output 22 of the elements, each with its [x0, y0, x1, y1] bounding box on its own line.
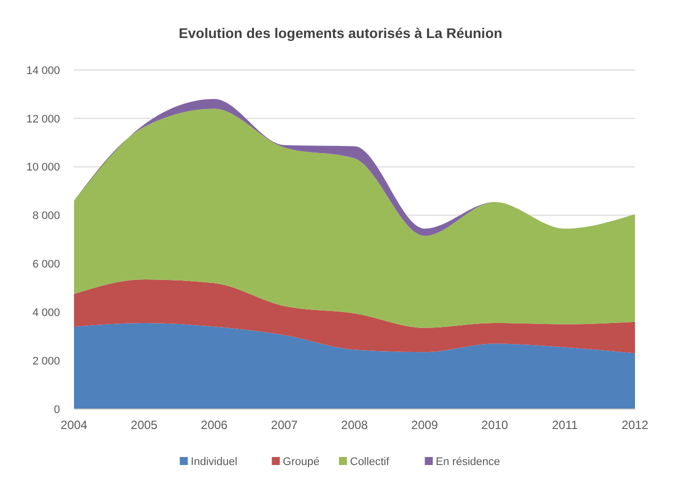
y-tick-label: 10 000 [26, 162, 60, 174]
y-tick-label: 12 000 [26, 113, 60, 126]
x-tick-label: 2005 [130, 418, 158, 432]
x-tick-label: 2009 [411, 418, 438, 432]
y-tick-label: 8 000 [32, 210, 60, 222]
x-tick-label: 2011 [552, 418, 578, 432]
y-tick-label: 4 000 [32, 306, 60, 319]
y-tick-label: 0 [54, 404, 60, 416]
chart-title: Evolution des logements autorisés à La Réunion [178, 25, 502, 41]
x-tick-label: 2007 [271, 418, 298, 432]
x-tick-label: 2008 [341, 418, 368, 432]
x-tick-label: 2010 [481, 418, 508, 432]
legend-label: En résidence [436, 456, 500, 468]
legend-label: Collectif [350, 456, 390, 468]
y-tick-label: 2 000 [32, 355, 60, 368]
y-tick-label: 6 000 [32, 258, 60, 271]
x-tick-label: 2012 [622, 418, 649, 432]
x-tick-label: 2006 [200, 418, 228, 432]
legend-label: Individuel [190, 456, 238, 468]
y-tick-label: 14 000 [26, 64, 60, 77]
legend-label: Groupé [282, 456, 320, 468]
x-tick-label: 2004 [60, 418, 88, 432]
